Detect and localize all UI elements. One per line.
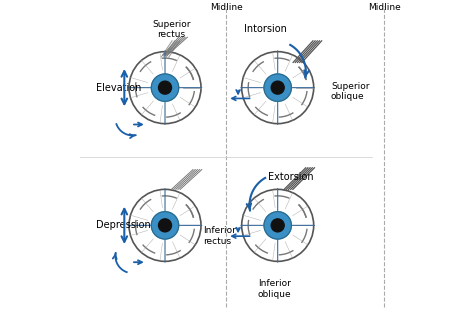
Text: Inferior
rectus: Inferior rectus	[203, 227, 236, 246]
Circle shape	[158, 219, 172, 232]
Circle shape	[158, 81, 172, 94]
Text: Inferior
oblique: Inferior oblique	[257, 279, 291, 299]
Text: Midline: Midline	[368, 3, 401, 12]
Text: Midline: Midline	[210, 3, 242, 12]
Text: Superior
rectus: Superior rectus	[152, 20, 191, 39]
Circle shape	[264, 212, 292, 239]
Text: Intorsion: Intorsion	[244, 24, 287, 34]
Circle shape	[151, 212, 179, 239]
Circle shape	[264, 74, 292, 101]
Text: Elevation: Elevation	[96, 83, 142, 93]
Text: Superior
oblique: Superior oblique	[331, 82, 369, 101]
Circle shape	[151, 74, 179, 101]
Text: Depression: Depression	[96, 220, 151, 230]
Circle shape	[271, 219, 284, 232]
Text: Extorsion: Extorsion	[268, 172, 314, 182]
Circle shape	[271, 81, 284, 94]
